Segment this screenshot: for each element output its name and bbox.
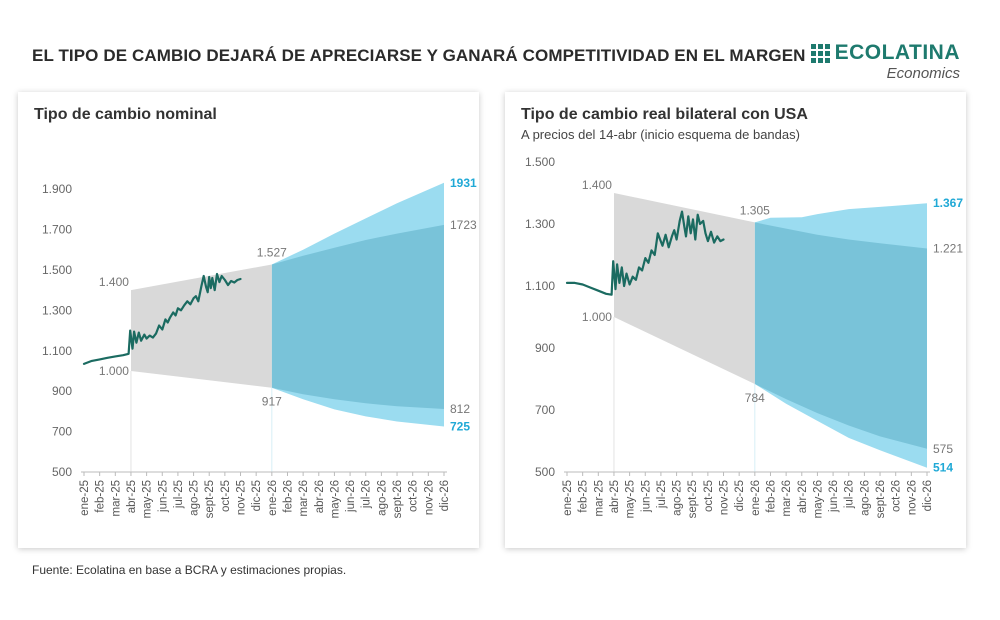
x-tick-label: sept-25: [204, 480, 216, 518]
value-label: 1.305: [740, 203, 770, 217]
x-tick-label: feb-25: [95, 480, 107, 513]
highlight-value-label: 1.367: [933, 196, 963, 210]
value-label: 1723: [450, 218, 477, 232]
chart-title: Tipo de cambio real bilateral con USA: [521, 106, 808, 123]
x-tick-label: sept-26: [392, 480, 404, 518]
x-tick-label: dic-26: [922, 480, 934, 511]
x-tick-label: jul-26: [361, 480, 373, 509]
x-tick-label: jun-25: [640, 480, 652, 513]
value-label: 575: [933, 442, 953, 456]
historical-band: [131, 264, 272, 388]
x-tick-label: mar-26: [298, 480, 310, 516]
highlight-value-label: 1931: [450, 176, 477, 190]
x-tick-label: mar-25: [593, 480, 605, 516]
y-tick-label: 1.500: [525, 155, 555, 169]
x-tick-label: sept-25: [687, 480, 699, 518]
y-tick-label: 1.100: [525, 279, 555, 293]
chart-subtitle: A precios del 14-abr (inicio esquema de …: [521, 127, 800, 142]
page-title: EL TIPO DE CAMBIO DEJARÁ DE APRECIARSE Y…: [32, 46, 806, 65]
value-label: 1.221: [933, 241, 963, 255]
x-tick-label: jul-25: [173, 480, 185, 509]
x-tick-label: dic-26: [439, 480, 451, 511]
x-tick-label: abr-26: [314, 480, 326, 513]
value-label: 1.000: [99, 364, 129, 378]
y-tick-label: 1.700: [42, 223, 72, 237]
x-tick-label: oct-26: [891, 480, 903, 512]
y-tick-label: 1.300: [42, 303, 72, 317]
y-tick-label: 1.100: [42, 344, 72, 358]
y-tick-label: 500: [535, 465, 555, 479]
x-tick-label: oct-26: [408, 480, 420, 512]
x-tick-label: mar-25: [110, 480, 122, 516]
x-tick-label: feb-26: [282, 480, 294, 513]
value-label: 1.527: [257, 245, 287, 259]
x-tick-label: nov-26: [906, 480, 918, 515]
value-label: 784: [745, 391, 765, 405]
y-tick-label: 500: [52, 465, 72, 479]
y-tick-label: 700: [535, 403, 555, 417]
chart-panel-real: Tipo de cambio real bilateral con USA A …: [505, 92, 966, 548]
x-tick-label: may-26: [329, 480, 341, 518]
brand-subtitle: Economics: [886, 65, 960, 82]
x-tick-label: dic-25: [251, 480, 263, 511]
x-tick-label: nov-26: [423, 480, 435, 515]
inner-forecast-band: [754, 222, 927, 449]
brand-name: ECOLATINA: [834, 41, 960, 64]
x-tick-label: oct-25: [220, 480, 232, 512]
x-tick-label: ene-26: [750, 480, 762, 516]
x-tick-label: ago-25: [672, 480, 684, 516]
brand-logo: ECOLATINA Economics: [810, 41, 960, 82]
x-tick-label: ene-25: [562, 480, 574, 516]
x-tick-label: ago-25: [189, 480, 201, 516]
source-note: Fuente: Ecolatina en base a BCRA y estim…: [32, 563, 347, 577]
y-tick-label: 900: [52, 384, 72, 398]
x-tick-label: abr-26: [797, 480, 809, 513]
x-tick-label: ene-26: [267, 480, 279, 516]
x-tick-label: jun-25: [157, 480, 169, 513]
highlight-value-label: 514: [933, 461, 953, 475]
logo-grid-icon: [810, 43, 830, 63]
chart-nominal: 500 700 900 1.100 1.300 1.500 1.700 1.900 ene-25…: [42, 176, 477, 519]
y-tick-label: 1.500: [42, 263, 72, 277]
x-tick-label: abr-25: [609, 480, 621, 513]
x-tick-label: nov-25: [719, 480, 731, 515]
x-tick-label: sept-26: [875, 480, 887, 518]
x-tick-label: may-26: [812, 480, 824, 518]
x-tick-label: abr-25: [126, 480, 138, 513]
x-tick-label: may-25: [625, 480, 637, 518]
y-tick-label: 900: [535, 341, 555, 355]
x-tick-label: jul-26: [844, 480, 856, 509]
value-label: 812: [450, 402, 470, 416]
y-tick-label: 1.300: [525, 217, 555, 231]
x-tick-label: ene-25: [79, 480, 91, 516]
x-tick-label: feb-25: [578, 480, 590, 513]
chart-panel-nominal: Tipo de cambio nominal 500 700 900 1.100 1.3…: [18, 92, 479, 548]
x-tick-label: mar-26: [781, 480, 793, 516]
x-tick-label: nov-25: [236, 480, 248, 515]
value-label: 1.400: [582, 178, 612, 192]
x-tick-label: may-25: [142, 480, 154, 518]
series-line: [82, 272, 242, 365]
value-label: 917: [262, 395, 282, 409]
chart-title: Tipo de cambio nominal: [34, 106, 217, 123]
x-tick-label: oct-25: [703, 480, 715, 512]
inner-forecast-band: [271, 224, 444, 409]
series-line: [565, 210, 725, 296]
x-tick-label: jun-26: [828, 480, 840, 513]
y-tick-label: 1.900: [42, 182, 72, 196]
x-tick-label: ago-26: [859, 480, 871, 516]
x-tick-label: jul-25: [656, 480, 668, 509]
value-label: 1.400: [99, 275, 129, 289]
x-tick-label: jun-26: [345, 480, 357, 513]
x-tick-label: dic-25: [734, 480, 746, 511]
value-label: 1.000: [582, 310, 612, 324]
highlight-value-label: 725: [450, 420, 470, 434]
x-tick-label: feb-26: [765, 480, 777, 513]
y-tick-label: 700: [52, 425, 72, 439]
x-tick-label: ago-26: [376, 480, 388, 516]
